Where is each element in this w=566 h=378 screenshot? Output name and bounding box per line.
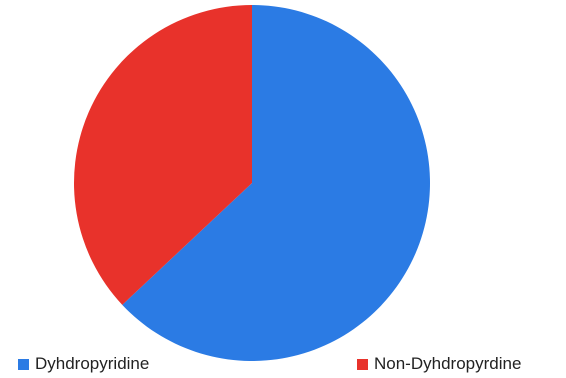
legend-swatch-non-dyhdropyrdine [357,358,368,370]
legend-label-non-dyhdropyrdine: Non-Dyhdropyrdine [374,354,522,373]
legend-item-non-dyhdropyrdine: Non-Dyhdropyrdine [357,354,522,373]
legend-label-dyhdropyridine: Dyhdropyridine [35,354,150,373]
pie-slice-non-dyhdropyrdine [73,5,252,305]
pie-slice-dyhdropyridine [122,5,430,361]
legend-swatch-dyhdropyridine [18,358,29,370]
legend-item-dyhdropyridine: Dyhdropyridine [18,354,150,373]
